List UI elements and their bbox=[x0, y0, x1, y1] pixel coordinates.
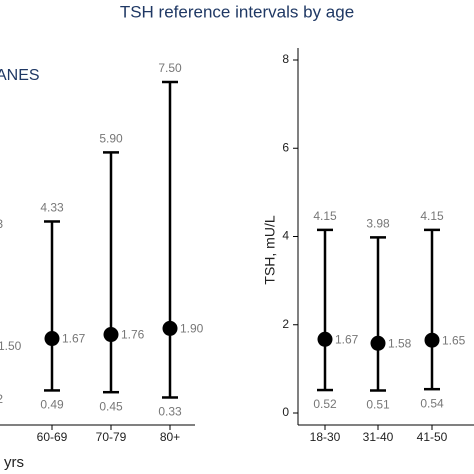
value-label: 4.15 bbox=[420, 209, 444, 223]
value-label: 5.90 bbox=[99, 132, 123, 146]
annotation: 3 bbox=[0, 217, 3, 231]
median-point bbox=[318, 332, 333, 347]
median-point bbox=[425, 333, 440, 348]
value-label: 1.67 bbox=[335, 332, 359, 346]
median-point bbox=[45, 331, 60, 346]
value-label: 3.98 bbox=[366, 217, 390, 231]
x-tick-label: 80+ bbox=[160, 430, 180, 444]
value-label: 4.15 bbox=[313, 209, 337, 223]
median-point bbox=[163, 321, 178, 336]
value-label: 0.33 bbox=[158, 405, 182, 419]
panel-subtitle: ANES bbox=[0, 67, 40, 84]
value-label: 1.76 bbox=[121, 328, 145, 342]
median-point bbox=[104, 327, 119, 342]
value-label: 1.90 bbox=[180, 322, 204, 336]
y-tick-label: 2 bbox=[282, 317, 289, 331]
y-tick-label: 6 bbox=[282, 140, 289, 154]
value-label: 1.65 bbox=[442, 333, 466, 347]
value-label: 1.50 bbox=[0, 339, 22, 353]
x-tick-label: 18-30 bbox=[310, 430, 341, 444]
y-tick-label: 4 bbox=[282, 229, 289, 243]
y-tick-label: 8 bbox=[282, 52, 289, 66]
median-point bbox=[371, 336, 386, 351]
chart: TSH reference intervals by age ANES yrs … bbox=[0, 0, 474, 474]
value-label: 7.50 bbox=[158, 61, 182, 75]
value-label: 1.67 bbox=[62, 332, 86, 346]
annotation: 2 bbox=[0, 392, 3, 406]
value-label: 0.52 bbox=[313, 397, 337, 411]
x-tick-label: 31-40 bbox=[363, 430, 394, 444]
value-label: 0.51 bbox=[366, 398, 390, 412]
value-label: 0.49 bbox=[40, 398, 64, 412]
y-axis-label: TSH, mU/L bbox=[262, 215, 278, 284]
value-label: 0.45 bbox=[99, 399, 123, 413]
y-tick-label: 0 bbox=[282, 405, 289, 419]
value-label: 0.54 bbox=[420, 396, 444, 410]
x-tick-label: 41-50 bbox=[417, 430, 448, 444]
chart-title: TSH reference intervals by age bbox=[120, 2, 354, 21]
value-label: 4.33 bbox=[40, 201, 64, 215]
x-axis-label: yrs bbox=[4, 454, 24, 471]
x-tick-label: 70-79 bbox=[96, 430, 127, 444]
value-label: 1.58 bbox=[388, 336, 412, 350]
x-tick-label: 60-69 bbox=[37, 430, 68, 444]
